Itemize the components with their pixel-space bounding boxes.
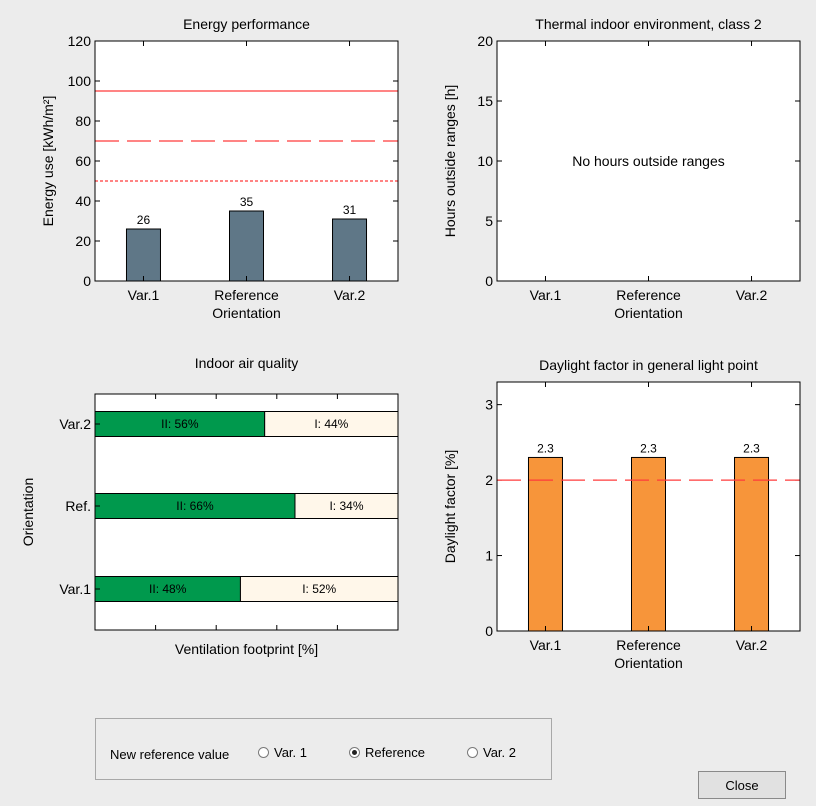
chart-title: Daylight factor in general light point xyxy=(539,357,758,373)
chart-title: Energy performance xyxy=(183,16,310,32)
y-tick-label: 2 xyxy=(485,472,493,488)
close-button[interactable]: Close xyxy=(698,771,786,799)
y-tick-label: 40 xyxy=(75,193,91,209)
bar xyxy=(125,228,161,282)
bar xyxy=(229,210,264,282)
bar xyxy=(527,456,563,632)
y-tick-label: 0 xyxy=(83,273,91,289)
y-tick-label: 80 xyxy=(75,113,91,129)
y-axis-label: Hours outside ranges [h] xyxy=(442,85,458,238)
y-tick-label: 100 xyxy=(68,73,92,89)
bar-data-label: 2.3 xyxy=(640,441,657,455)
x-tick-label: Var.1 xyxy=(128,287,160,303)
radio-var2[interactable]: Var. 2 xyxy=(467,745,516,760)
chart-title: Indoor air quality xyxy=(195,355,299,371)
bar-data-label: 31 xyxy=(343,203,357,217)
bar-data-label: 35 xyxy=(240,195,254,209)
bar-segment xyxy=(94,576,241,602)
y-axis-label: Orientation xyxy=(20,478,36,546)
x-axis-label: Orientation xyxy=(614,655,682,671)
radio-reference-label: Reference xyxy=(365,745,425,760)
y-axis-label: Energy use [kWh/m²] xyxy=(40,96,56,227)
bar xyxy=(734,456,770,632)
segment-label: II: 56% xyxy=(161,417,199,431)
x-tick-label: Reference xyxy=(616,287,681,303)
x-axis-label: Orientation xyxy=(212,305,280,321)
y-tick-label: 10 xyxy=(477,153,493,169)
bar-data-label: 26 xyxy=(137,213,151,227)
radio-var2-label: Var. 2 xyxy=(483,745,517,760)
radio-indicator[interactable] xyxy=(467,747,478,758)
bar xyxy=(631,456,666,632)
x-axis-label: Ventilation footprint [%] xyxy=(175,641,318,657)
bar-segment xyxy=(239,576,399,602)
y-tick-label: Var.2 xyxy=(59,416,91,432)
y-tick-label: 20 xyxy=(477,33,493,49)
bar xyxy=(332,218,368,282)
chart-annotation: No hours outside ranges xyxy=(572,153,725,169)
x-tick-label: Var.2 xyxy=(736,287,768,303)
bar-data-label: 2.3 xyxy=(537,441,554,455)
y-tick-label: Ref. xyxy=(65,498,91,514)
x-tick-label: Reference xyxy=(214,287,279,303)
radio-var1-label: Var. 1 xyxy=(274,745,308,760)
y-axis-label: Daylight factor [%] xyxy=(442,450,458,564)
segment-label: I: 52% xyxy=(302,582,336,596)
plot-area xyxy=(497,41,800,281)
x-tick-label: Reference xyxy=(616,637,681,653)
y-tick-label: 15 xyxy=(477,93,493,109)
reference-selector-panel: New reference value Var. 1 Reference Var… xyxy=(95,718,552,780)
x-tick-label: Var.2 xyxy=(736,637,768,653)
x-axis-label: Orientation xyxy=(614,305,682,321)
y-tick-label: 1 xyxy=(485,548,493,564)
axes-frame xyxy=(94,40,399,282)
x-tick-label: Var.1 xyxy=(530,287,562,303)
segment-label: I: 34% xyxy=(329,499,363,513)
reference-label: New reference value xyxy=(110,747,230,762)
segment-label: II: 66% xyxy=(176,499,214,513)
radio-indicator[interactable] xyxy=(258,747,269,758)
axes-frame xyxy=(496,40,801,282)
y-tick-label: Var.1 xyxy=(59,581,91,597)
y-tick-label: 20 xyxy=(75,233,91,249)
radio-indicator[interactable] xyxy=(349,747,360,758)
radio-reference[interactable]: Reference xyxy=(349,745,425,760)
x-tick-label: Var.2 xyxy=(334,287,366,303)
bar-segment xyxy=(94,411,266,437)
segment-label: II: 48% xyxy=(149,582,187,596)
axes-frame xyxy=(94,393,399,631)
y-tick-label: 0 xyxy=(485,273,493,289)
y-tick-label: 120 xyxy=(68,33,92,49)
y-tick-label: 5 xyxy=(485,213,493,229)
bar-segment xyxy=(294,493,399,519)
y-tick-label: 60 xyxy=(75,153,91,169)
bar-segment xyxy=(264,411,399,437)
radio-var1[interactable]: Var. 1 xyxy=(258,745,307,760)
bar-data-label: 2.3 xyxy=(743,441,760,455)
chart-title: Thermal indoor environment, class 2 xyxy=(535,16,762,32)
y-tick-label: 3 xyxy=(485,397,493,413)
segment-label: I: 44% xyxy=(314,417,348,431)
x-tick-label: Var.1 xyxy=(530,637,562,653)
y-tick-label: 0 xyxy=(485,623,493,639)
axes-frame xyxy=(496,381,801,632)
